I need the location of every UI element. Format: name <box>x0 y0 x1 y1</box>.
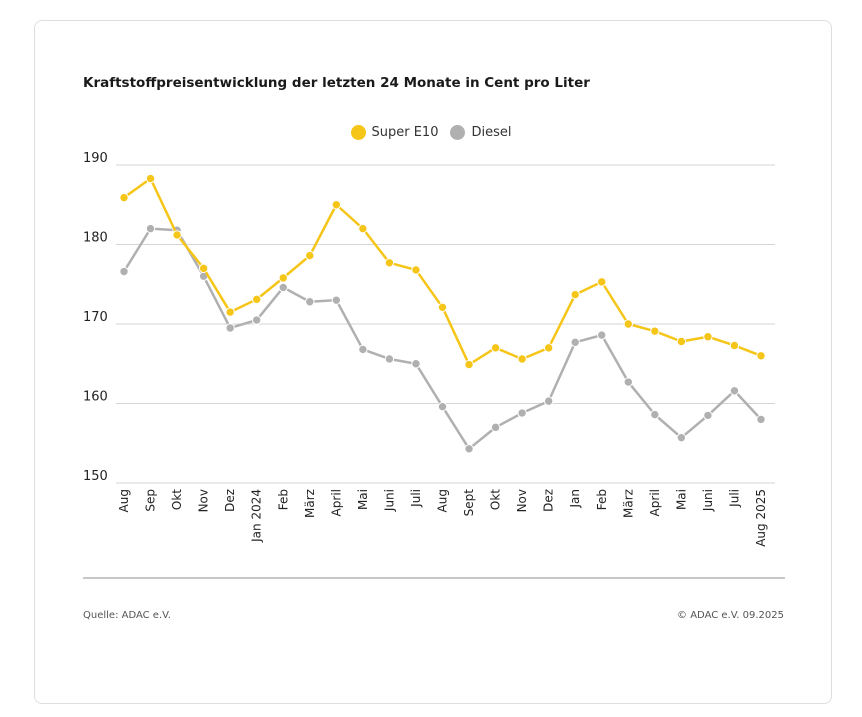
x-tick-label: Juli <box>409 489 423 508</box>
series-line-diesel <box>122 227 762 451</box>
data-point-diesel <box>411 359 421 369</box>
data-point-super-e10 <box>676 336 687 347</box>
data-point-diesel <box>570 337 580 347</box>
data-point-super-e10 <box>411 265 421 275</box>
data-point-super-e10 <box>703 332 713 342</box>
x-tick-label: Sep <box>144 489 158 512</box>
data-point-diesel <box>676 432 687 443</box>
data-point-diesel <box>384 354 395 364</box>
data-point-super-e10 <box>597 277 607 287</box>
data-point-diesel <box>305 297 315 307</box>
source-note: Quelle: ADAC e.V. <box>83 610 171 621</box>
data-point-diesel <box>756 414 766 425</box>
x-tick-label: Aug <box>436 489 450 512</box>
chart-card <box>34 20 832 704</box>
data-point-super-e10 <box>464 359 474 370</box>
x-tick-label: Nov <box>197 489 211 512</box>
data-point-diesel <box>464 444 474 454</box>
data-point-super-e10 <box>358 223 368 234</box>
data-point-super-e10 <box>198 263 209 274</box>
x-tick-label: Aug <box>117 489 131 512</box>
x-tick-label: Feb <box>276 489 290 510</box>
y-tick-label-190: 190 <box>83 151 108 166</box>
x-tick-label: Juni <box>701 489 715 512</box>
data-point-super-e10 <box>437 302 448 313</box>
legend-label-diesel: Diesel <box>471 125 512 140</box>
legend-item-super-e10[interactable]: Super E10 <box>350 125 439 140</box>
data-point-super-e10 <box>490 343 501 353</box>
chart-legend: Super E10 Diesel <box>0 125 862 140</box>
chart-title: Kraftstoffpreisentwicklung der letzten 2… <box>83 75 590 91</box>
copyright-note: © ADAC e.V. 09.2025 <box>677 610 784 621</box>
data-point-super-e10 <box>543 343 554 353</box>
data-point-super-e10 <box>278 273 288 283</box>
x-tick-label: Mai <box>674 489 688 510</box>
data-point-diesel <box>278 282 288 293</box>
data-point-super-e10 <box>305 250 315 261</box>
data-point-super-e10 <box>331 200 342 210</box>
data-point-diesel <box>517 408 527 418</box>
data-point-diesel <box>358 344 368 355</box>
data-point-diesel <box>331 295 342 305</box>
data-point-super-e10 <box>517 354 527 364</box>
x-tick-label: April <box>329 489 343 516</box>
x-tick-label: Jan 2024 <box>250 489 264 543</box>
data-point-super-e10 <box>650 326 660 336</box>
legend-item-diesel[interactable]: Diesel <box>450 125 512 140</box>
data-point-diesel <box>543 396 554 406</box>
data-point-super-e10 <box>252 294 262 305</box>
data-point-super-e10 <box>570 289 580 300</box>
series-line-super-e10 <box>123 177 762 366</box>
x-tick-label: Okt <box>489 489 503 510</box>
x-tick-label: Mai <box>356 489 370 510</box>
data-point-diesel <box>650 409 660 420</box>
x-tick-label: Dez <box>542 489 556 512</box>
y-tick-label-170: 170 <box>83 310 108 325</box>
data-point-diesel <box>597 330 607 340</box>
x-tick-label: Jan <box>568 489 582 509</box>
y-tick-label-180: 180 <box>83 231 108 246</box>
data-point-diesel <box>225 323 235 333</box>
data-point-super-e10 <box>172 230 182 240</box>
data-point-diesel <box>703 410 713 421</box>
data-point-super-e10 <box>623 319 633 329</box>
x-tick-label: März <box>621 489 635 518</box>
data-point-super-e10 <box>756 351 766 361</box>
data-point-diesel <box>623 377 633 387</box>
x-tick-label: Okt <box>170 489 184 510</box>
x-tick-label: Aug 2025 <box>754 489 768 547</box>
data-point-diesel <box>490 422 501 433</box>
x-tick-label: Dez <box>223 489 237 512</box>
data-point-super-e10 <box>384 258 395 268</box>
data-point-diesel <box>252 315 262 325</box>
data-point-super-e10 <box>225 307 235 317</box>
x-tick-label: Sept <box>462 489 476 517</box>
y-tick-label-160: 160 <box>83 390 108 405</box>
x-tick-label: Feb <box>595 489 609 510</box>
x-tick-label: Juni <box>382 489 396 512</box>
data-point-super-e10 <box>119 192 129 203</box>
legend-label-super-e10: Super E10 <box>371 125 439 140</box>
x-tick-label: Nov <box>515 489 529 512</box>
legend-marker-diesel <box>450 125 466 140</box>
x-tick-label: Juli <box>727 489 741 508</box>
y-tick-label-150: 150 <box>83 469 108 484</box>
data-point-diesel <box>729 386 740 396</box>
data-point-diesel <box>145 223 156 234</box>
data-point-diesel <box>437 401 448 412</box>
data-point-super-e10 <box>145 173 156 184</box>
x-tick-label: April <box>648 489 662 516</box>
data-point-super-e10 <box>729 340 740 351</box>
legend-marker-super-e10 <box>350 125 366 140</box>
data-point-diesel <box>119 266 129 277</box>
x-tick-label: März <box>303 489 317 518</box>
